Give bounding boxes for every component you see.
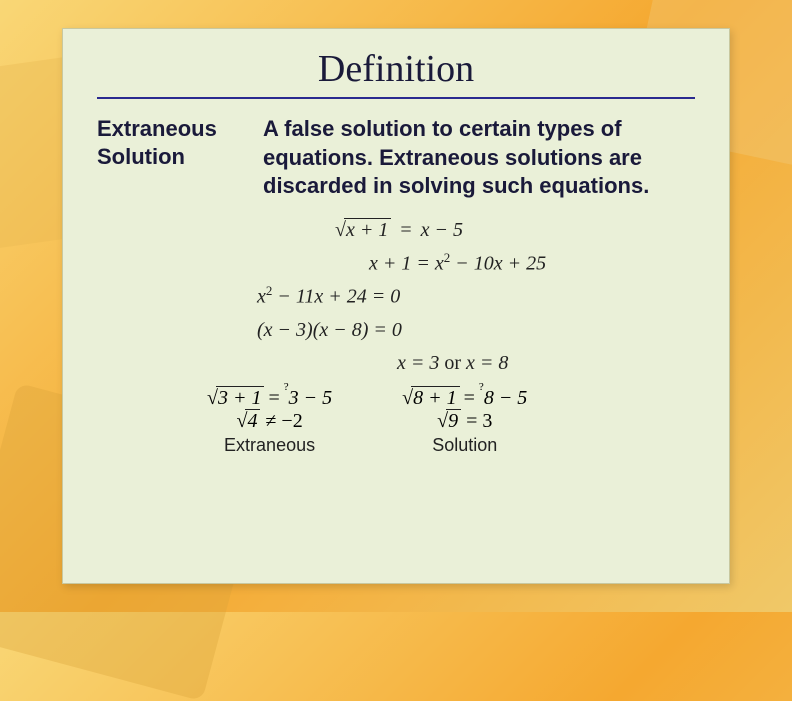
check-left-label: Extraneous: [207, 435, 332, 456]
title-rule: [97, 97, 695, 99]
check-right-rad2: 9: [446, 409, 461, 432]
eq-line-3: x2 − 11x + 24 = 0: [257, 281, 695, 313]
eq-line-5: x = 3 or x = 8: [397, 348, 695, 379]
check-left-rad2: 4: [245, 409, 260, 432]
check-solution: √8 + 1=?8 − 5 √9 = 3 Solution: [402, 387, 527, 456]
eq2-rest: − 10x + 25: [450, 252, 546, 274]
check-extraneous: √3 + 1=?3 − 5 √4 ≠ −2 Extraneous: [207, 387, 332, 456]
eq2-lhs: x + 1 = x: [369, 252, 444, 274]
term-line-2: Solution: [97, 144, 185, 169]
check-right-rad1: 8 + 1: [411, 386, 460, 409]
eq-line-1: √x + 1 = x − 5: [335, 215, 695, 246]
check-left-line1: √3 + 1=?3 − 5: [207, 387, 332, 410]
check-left-rhs1: 3 − 5: [289, 387, 333, 409]
check-right-line1: √8 + 1=?8 − 5: [402, 387, 527, 410]
check-right-line2: √9 = 3: [402, 410, 527, 433]
eq5-b: x = 8: [466, 352, 508, 374]
check-right-label: Solution: [402, 435, 527, 456]
check-right-rhs1: 8 − 5: [484, 387, 528, 409]
term-line-1: Extraneous: [97, 116, 217, 141]
eq-line-2: x + 1 = x2 − 10x + 25: [369, 248, 695, 280]
definition-columns: Extraneous Solution A false solution to …: [97, 115, 695, 201]
eq3-a: x: [257, 286, 266, 308]
eq-line-4: (x − 3)(x − 8) = 0: [257, 315, 695, 346]
solution-checks: √3 + 1=?3 − 5 √4 ≠ −2 Extraneous √8 + 1=…: [207, 387, 695, 456]
check-right-eq: = 3: [461, 410, 492, 432]
eq3-rest: − 11x + 24 = 0: [272, 286, 400, 308]
eq5-a: x = 3: [397, 352, 439, 374]
definition-card: Definition Extraneous Solution A false s…: [62, 28, 730, 584]
definition-text: A false solution to certain types of equ…: [263, 115, 695, 201]
card-title: Definition: [97, 47, 695, 91]
math-derivation: √x + 1 = x − 5 x + 1 = x2 − 10x + 25 x2 …: [257, 215, 695, 379]
check-left-rad1: 3 + 1: [216, 386, 265, 409]
eq5-or: or: [439, 352, 466, 374]
check-left-neq: ≠ −2: [260, 410, 302, 432]
rhs-1: x − 5: [421, 219, 463, 241]
term-label: Extraneous Solution: [97, 115, 245, 201]
check-left-line2: √4 ≠ −2: [207, 410, 332, 433]
radicand-1: x + 1: [344, 218, 391, 241]
